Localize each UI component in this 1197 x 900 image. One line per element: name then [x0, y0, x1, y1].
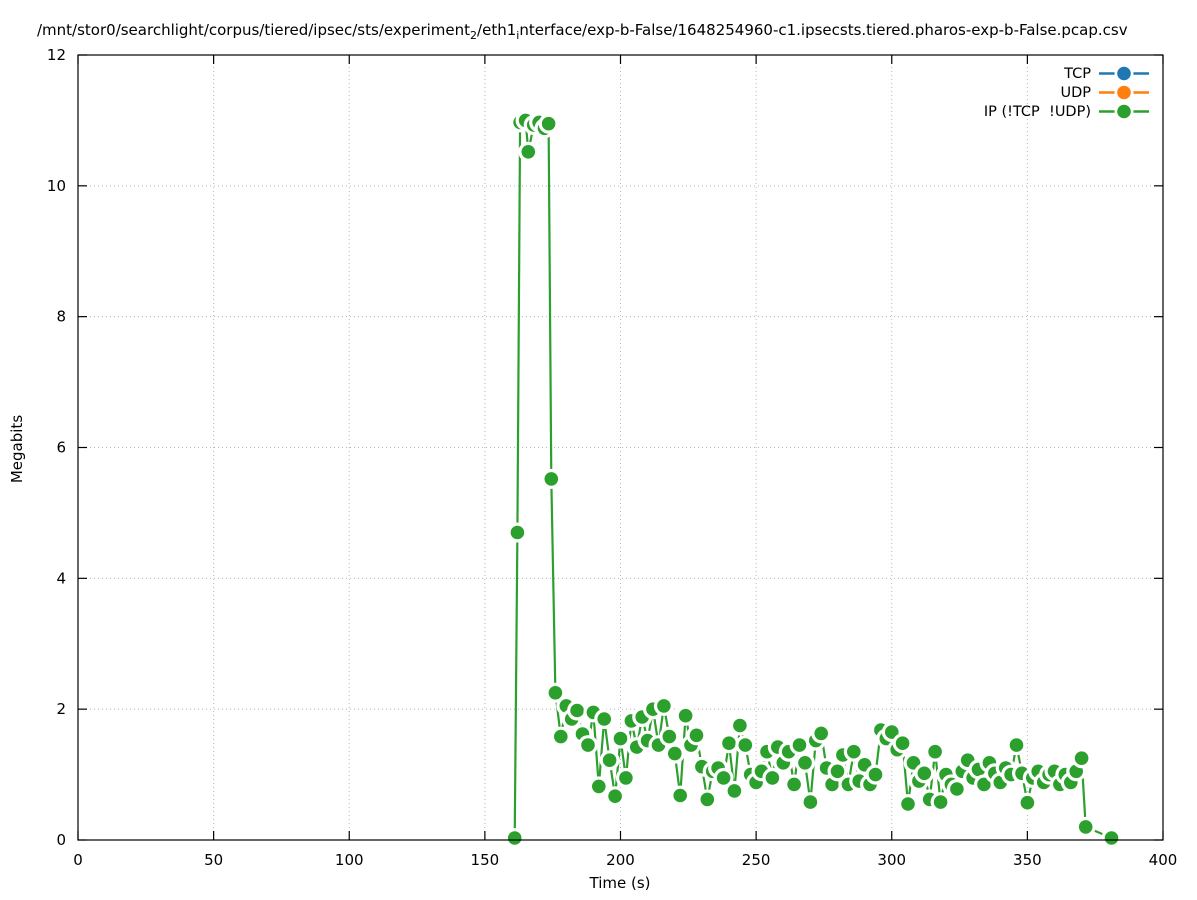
data-point	[548, 686, 563, 700]
data-point	[792, 738, 807, 752]
data-point	[722, 736, 736, 750]
data-point	[657, 699, 671, 713]
data-point	[673, 788, 687, 803]
y-tick-label: 6	[56, 439, 66, 457]
data-point	[592, 779, 606, 794]
x-tick-label: 50	[204, 851, 223, 869]
legend-sample-dot	[1117, 85, 1131, 100]
data-point	[662, 729, 677, 744]
grid-layer	[77, 54, 1164, 841]
data-point	[507, 831, 522, 845]
data-point	[798, 756, 812, 770]
data-point	[977, 777, 991, 792]
data-point	[1020, 795, 1035, 810]
data-point	[906, 756, 921, 770]
data-point	[613, 731, 628, 746]
legend-label: IP (!TCP !UDP)	[983, 103, 1091, 120]
y-tick-label: 8	[56, 308, 66, 326]
x-axis-label: Time (s)	[589, 874, 651, 892]
data-point	[803, 795, 818, 809]
x-tick-label: 400	[1149, 851, 1178, 869]
y-axis-label: Megabits	[8, 415, 26, 483]
data-point	[901, 797, 915, 811]
x-tick-label: 350	[1013, 851, 1042, 869]
legend-item-tcp: TCP	[1064, 64, 1150, 83]
data-point	[1078, 820, 1093, 834]
y-tick-label: 12	[47, 46, 66, 64]
series-ip-tcp-udp	[504, 110, 1122, 848]
data-point	[608, 789, 622, 803]
y-tick-label: 4	[56, 569, 66, 587]
data-point	[868, 767, 883, 782]
data-point	[541, 116, 556, 131]
legend-sample-line-dot	[1099, 83, 1149, 102]
data-point	[830, 764, 845, 779]
data-point	[510, 525, 525, 540]
data-point	[544, 472, 559, 486]
series-layer	[504, 110, 1122, 848]
data-point	[521, 145, 536, 159]
data-point	[689, 728, 704, 743]
legend-item-ip-tcp-udp: IP (!TCP !UDP)	[984, 102, 1150, 121]
plot-title: /mnt/stor0/searchlight/corpus/tiered/ips…	[37, 21, 1128, 42]
x-tick-label: 100	[335, 851, 364, 869]
data-point	[554, 729, 568, 744]
tick-label-layer: 0 50 100 150 200 250 300 350 400 0 2 4 6 8 10 12	[47, 46, 1177, 869]
x-tick-label: 0	[73, 851, 83, 869]
x-tick-label: 250	[742, 851, 771, 869]
data-point	[847, 744, 861, 759]
data-point	[814, 726, 828, 741]
legend-sample-dot	[1117, 104, 1131, 119]
legend-sample-line-dot	[1099, 64, 1149, 83]
data-point	[727, 784, 742, 798]
data-point	[928, 744, 942, 759]
legend-sample-line-dot	[1099, 102, 1149, 121]
y-tick-label: 0	[56, 831, 66, 849]
data-point	[700, 792, 715, 807]
legend-label: UDP	[1060, 84, 1091, 101]
data-point	[570, 703, 584, 718]
data-point	[733, 718, 747, 733]
title-text-1: /mnt/stor0/searchlight/corpus/tiered/ips…	[37, 21, 471, 39]
data-point	[933, 795, 948, 809]
data-point	[1074, 751, 1089, 765]
legend-sample-dot	[1117, 66, 1131, 81]
data-point	[765, 771, 780, 785]
data-point	[716, 771, 731, 785]
title-text-3: nterface/exp-b-False/1648254960-c1.ipsec…	[519, 21, 1128, 39]
data-point	[668, 746, 682, 761]
data-point	[895, 736, 910, 750]
title-text-2: /eth1	[477, 21, 517, 39]
legend: TCP UDP IP (!TCP !UDP)	[984, 64, 1150, 121]
x-tick-label: 150	[471, 851, 500, 869]
data-point	[885, 725, 899, 739]
y-tick-label: 10	[47, 177, 66, 195]
data-point	[619, 771, 633, 785]
title-subscript-1: 2	[470, 29, 478, 42]
legend-label: TCP	[1064, 65, 1091, 82]
data-point	[1009, 738, 1024, 752]
data-point	[602, 753, 617, 767]
data-point	[1104, 831, 1119, 845]
x-tick-label: 300	[877, 851, 906, 869]
title-subscript-2: i	[516, 29, 520, 42]
data-point	[738, 738, 753, 752]
data-point	[597, 712, 611, 726]
x-tick-label: 200	[606, 851, 635, 869]
data-point	[581, 738, 595, 752]
axes-frame-layer	[77, 54, 1164, 841]
data-point	[678, 708, 693, 723]
legend-item-udp: UDP	[1060, 83, 1150, 102]
data-point	[917, 766, 932, 781]
y-tick-label: 2	[56, 700, 66, 718]
data-point	[950, 782, 964, 796]
data-point	[787, 777, 801, 792]
